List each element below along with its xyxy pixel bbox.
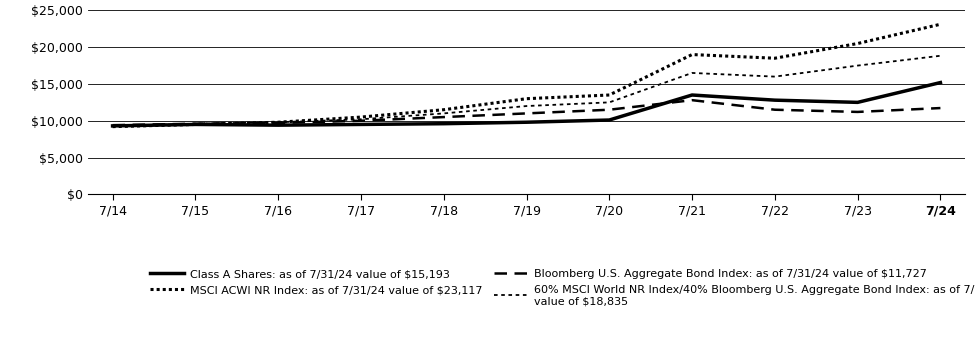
Legend: Class A Shares: as of 7/31/24 value of $15,193, MSCI ACWI NR Index: as of 7/31/2: Class A Shares: as of 7/31/24 value of $… <box>146 264 975 311</box>
